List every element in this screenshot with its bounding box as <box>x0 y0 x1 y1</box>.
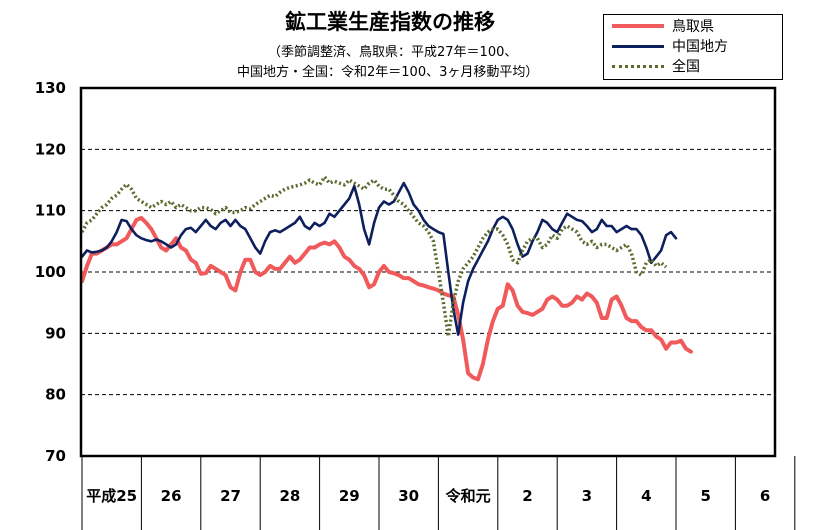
series-line-chugoku <box>80 181 678 336</box>
legend-swatch-chugoku <box>612 44 664 48</box>
series-line-national <box>80 175 668 339</box>
x-tick-label: 3 <box>582 487 592 505</box>
legend-label-national: 全国 <box>672 59 700 75</box>
y-tick-label: 110 <box>35 202 66 220</box>
plot-area-border <box>79 86 777 458</box>
y-tick-label: 80 <box>45 386 66 404</box>
legend-label-tottori: 鳥取県 <box>672 19 714 35</box>
legend-item-tottori: 鳥取県 <box>612 16 714 36</box>
y-tick-label: 130 <box>35 79 66 97</box>
legend-item-chugoku: 中国地方 <box>612 36 728 56</box>
series-line-tottori <box>80 216 693 382</box>
chart-title: 鉱工業生産指数の推移 <box>285 10 495 34</box>
y-tick-label: 90 <box>45 324 66 342</box>
chart-subtitle-line2: 中国地方・全国：令和2年＝100、3ヶ月移動平均） <box>237 65 539 80</box>
x-tick-label: 29 <box>339 487 360 505</box>
x-tick-label: 6 <box>760 487 770 505</box>
x-tick-label: 令和元 <box>446 487 491 505</box>
y-tick-label: 70 <box>45 447 66 465</box>
legend-item-national: 全国 <box>612 56 700 76</box>
x-tick-label: 27 <box>220 487 241 505</box>
x-tick-label: 4 <box>641 487 651 505</box>
x-tick-label: 2 <box>522 487 532 505</box>
legend-swatch-national <box>612 64 664 68</box>
chart-subtitle-line1: （季節調整済、鳥取県：平成27年＝100、 <box>268 45 518 60</box>
legend-label-chugoku: 中国地方 <box>672 39 728 55</box>
y-tick-label: 100 <box>35 263 66 281</box>
x-tick-label: 平成25 <box>86 487 137 505</box>
chart-legend: 鳥取県 中国地方 全国 <box>603 14 783 80</box>
x-tick-label: 28 <box>279 487 300 505</box>
legend-swatch-tottori <box>612 24 664 28</box>
y-tick-label: 120 <box>35 140 66 158</box>
x-tick-label: 5 <box>700 487 710 505</box>
x-tick-label: 26 <box>161 487 182 505</box>
x-tick-label: 30 <box>398 487 419 505</box>
